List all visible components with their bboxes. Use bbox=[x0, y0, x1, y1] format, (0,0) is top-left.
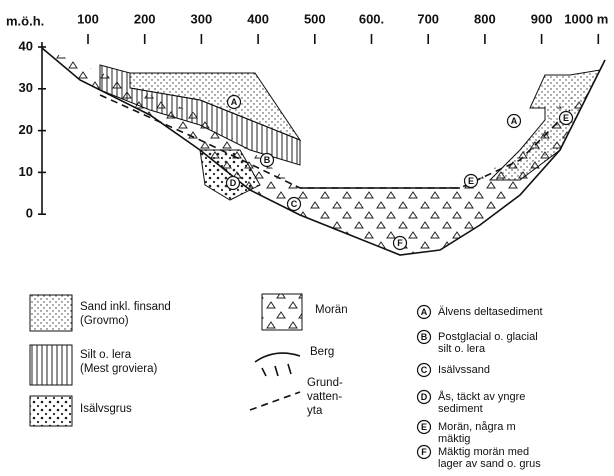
legend: Sand inkl. finsand (Grovmo) Silt o. lera (M… bbox=[80, 301, 348, 417]
key-label: Mäktig morän med bbox=[438, 446, 529, 458]
letter: C bbox=[421, 365, 428, 375]
legend-label: Sand inkl. finsand bbox=[80, 301, 171, 313]
legend-label: Grund- bbox=[307, 377, 343, 389]
legend-label: (Mest groviera) bbox=[80, 363, 157, 375]
x-tick-label: 300 bbox=[191, 11, 213, 26]
legend-swatch bbox=[262, 294, 302, 330]
y-tick-label: 40 bbox=[19, 38, 33, 53]
cross-section bbox=[42, 48, 605, 255]
letter: E bbox=[421, 422, 427, 432]
legend-label: vatten- bbox=[307, 391, 342, 403]
letter: F bbox=[421, 447, 427, 457]
legend-swatch bbox=[30, 345, 72, 385]
diagram: m.ö.h. 403020100100200300400500600.70080… bbox=[0, 0, 614, 476]
key-label: Isälvssand bbox=[438, 364, 490, 376]
y-tick-label: 10 bbox=[19, 164, 33, 179]
legend-label: Isälvsgrus bbox=[80, 403, 132, 415]
x-tick-label: 400 bbox=[247, 11, 269, 26]
key-label: Älvens deltasediment bbox=[438, 306, 543, 318]
letter: E bbox=[468, 176, 474, 186]
key-label: Postglacial o. glacial bbox=[438, 331, 538, 343]
key-label: Morän, några m bbox=[438, 421, 516, 433]
x-tick-label: 800 bbox=[474, 11, 496, 26]
x-tick-label: 1000 m bbox=[564, 11, 608, 26]
legend-label: Berg bbox=[310, 346, 334, 358]
y-tick-label: 0 bbox=[26, 206, 33, 221]
letter: A bbox=[511, 116, 518, 126]
letter: B bbox=[421, 332, 428, 342]
letter: C bbox=[291, 199, 298, 209]
x-tick-label: 600. bbox=[359, 11, 384, 26]
letter: A bbox=[231, 97, 238, 107]
x-tick-label: 200 bbox=[134, 11, 156, 26]
x-tick-label: 900 bbox=[531, 11, 553, 26]
key-label: sediment bbox=[438, 403, 483, 415]
legend-label: (Grovmo) bbox=[80, 315, 129, 327]
x-tick-label: 700 bbox=[417, 11, 439, 26]
legend-label: Silt o. lera bbox=[80, 349, 132, 361]
key-label: lager av sand o. grus bbox=[438, 458, 541, 470]
legend-label: Morän bbox=[315, 304, 348, 316]
x-tick-label: 100 bbox=[77, 11, 99, 26]
key-label: silt o. lera bbox=[438, 343, 486, 355]
x-tick-label: 500 bbox=[304, 11, 326, 26]
y-tick-label: 20 bbox=[19, 122, 33, 137]
key: A Älvens deltasediment B Postglacial o. gla… bbox=[418, 306, 543, 470]
y-axis-label: m.ö.h. bbox=[6, 13, 44, 28]
legend-label: yta bbox=[307, 405, 323, 417]
key-label: mäktig bbox=[438, 433, 470, 445]
legend-swatch bbox=[255, 353, 300, 376]
legend-swatch bbox=[30, 295, 72, 331]
letter: B bbox=[264, 155, 271, 165]
y-tick-label: 30 bbox=[19, 80, 33, 95]
letter: F bbox=[397, 238, 403, 248]
legend-swatch bbox=[30, 396, 72, 426]
legend-swatch bbox=[250, 392, 300, 410]
letter: A bbox=[421, 307, 428, 317]
key-label: Ås, täckt av yngre bbox=[438, 390, 525, 403]
letter: E bbox=[563, 113, 569, 123]
letter: D bbox=[230, 178, 237, 188]
letter: D bbox=[421, 392, 428, 402]
